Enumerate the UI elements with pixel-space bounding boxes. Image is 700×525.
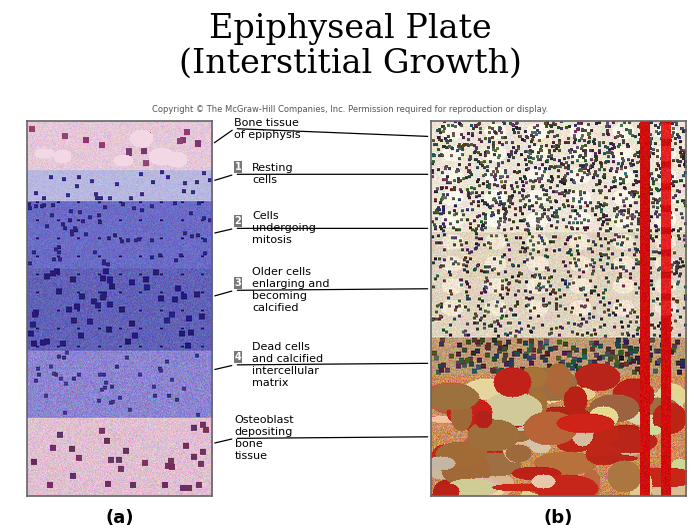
Text: Epiphyseal Plate: Epiphyseal Plate [209, 13, 491, 45]
Text: Bone tissue
of epiphysis: Bone tissue of epiphysis [234, 118, 301, 140]
Text: Resting
cells: Resting cells [252, 163, 293, 185]
Text: 2: 2 [234, 216, 241, 226]
Text: Older cells
enlarging and
becoming
calcified: Older cells enlarging and becoming calci… [252, 267, 330, 313]
Text: (Interstitial Growth): (Interstitial Growth) [178, 47, 522, 79]
Text: 1: 1 [234, 162, 241, 172]
Text: Dead cells
and calcified
intercellular
matrix: Dead cells and calcified intercellular m… [252, 342, 323, 388]
Text: 3: 3 [234, 278, 241, 288]
Text: Copyright © The McGraw-Hill Companies, Inc. Permission required for reproduction: Copyright © The McGraw-Hill Companies, I… [152, 105, 548, 114]
Text: Cells
undergoing
mitosis: Cells undergoing mitosis [252, 212, 316, 245]
Text: (b): (b) [544, 509, 573, 525]
Text: Osteoblast
depositing
bone
tissue: Osteoblast depositing bone tissue [234, 415, 294, 461]
Text: (a): (a) [105, 509, 134, 525]
Text: 4: 4 [234, 352, 241, 362]
